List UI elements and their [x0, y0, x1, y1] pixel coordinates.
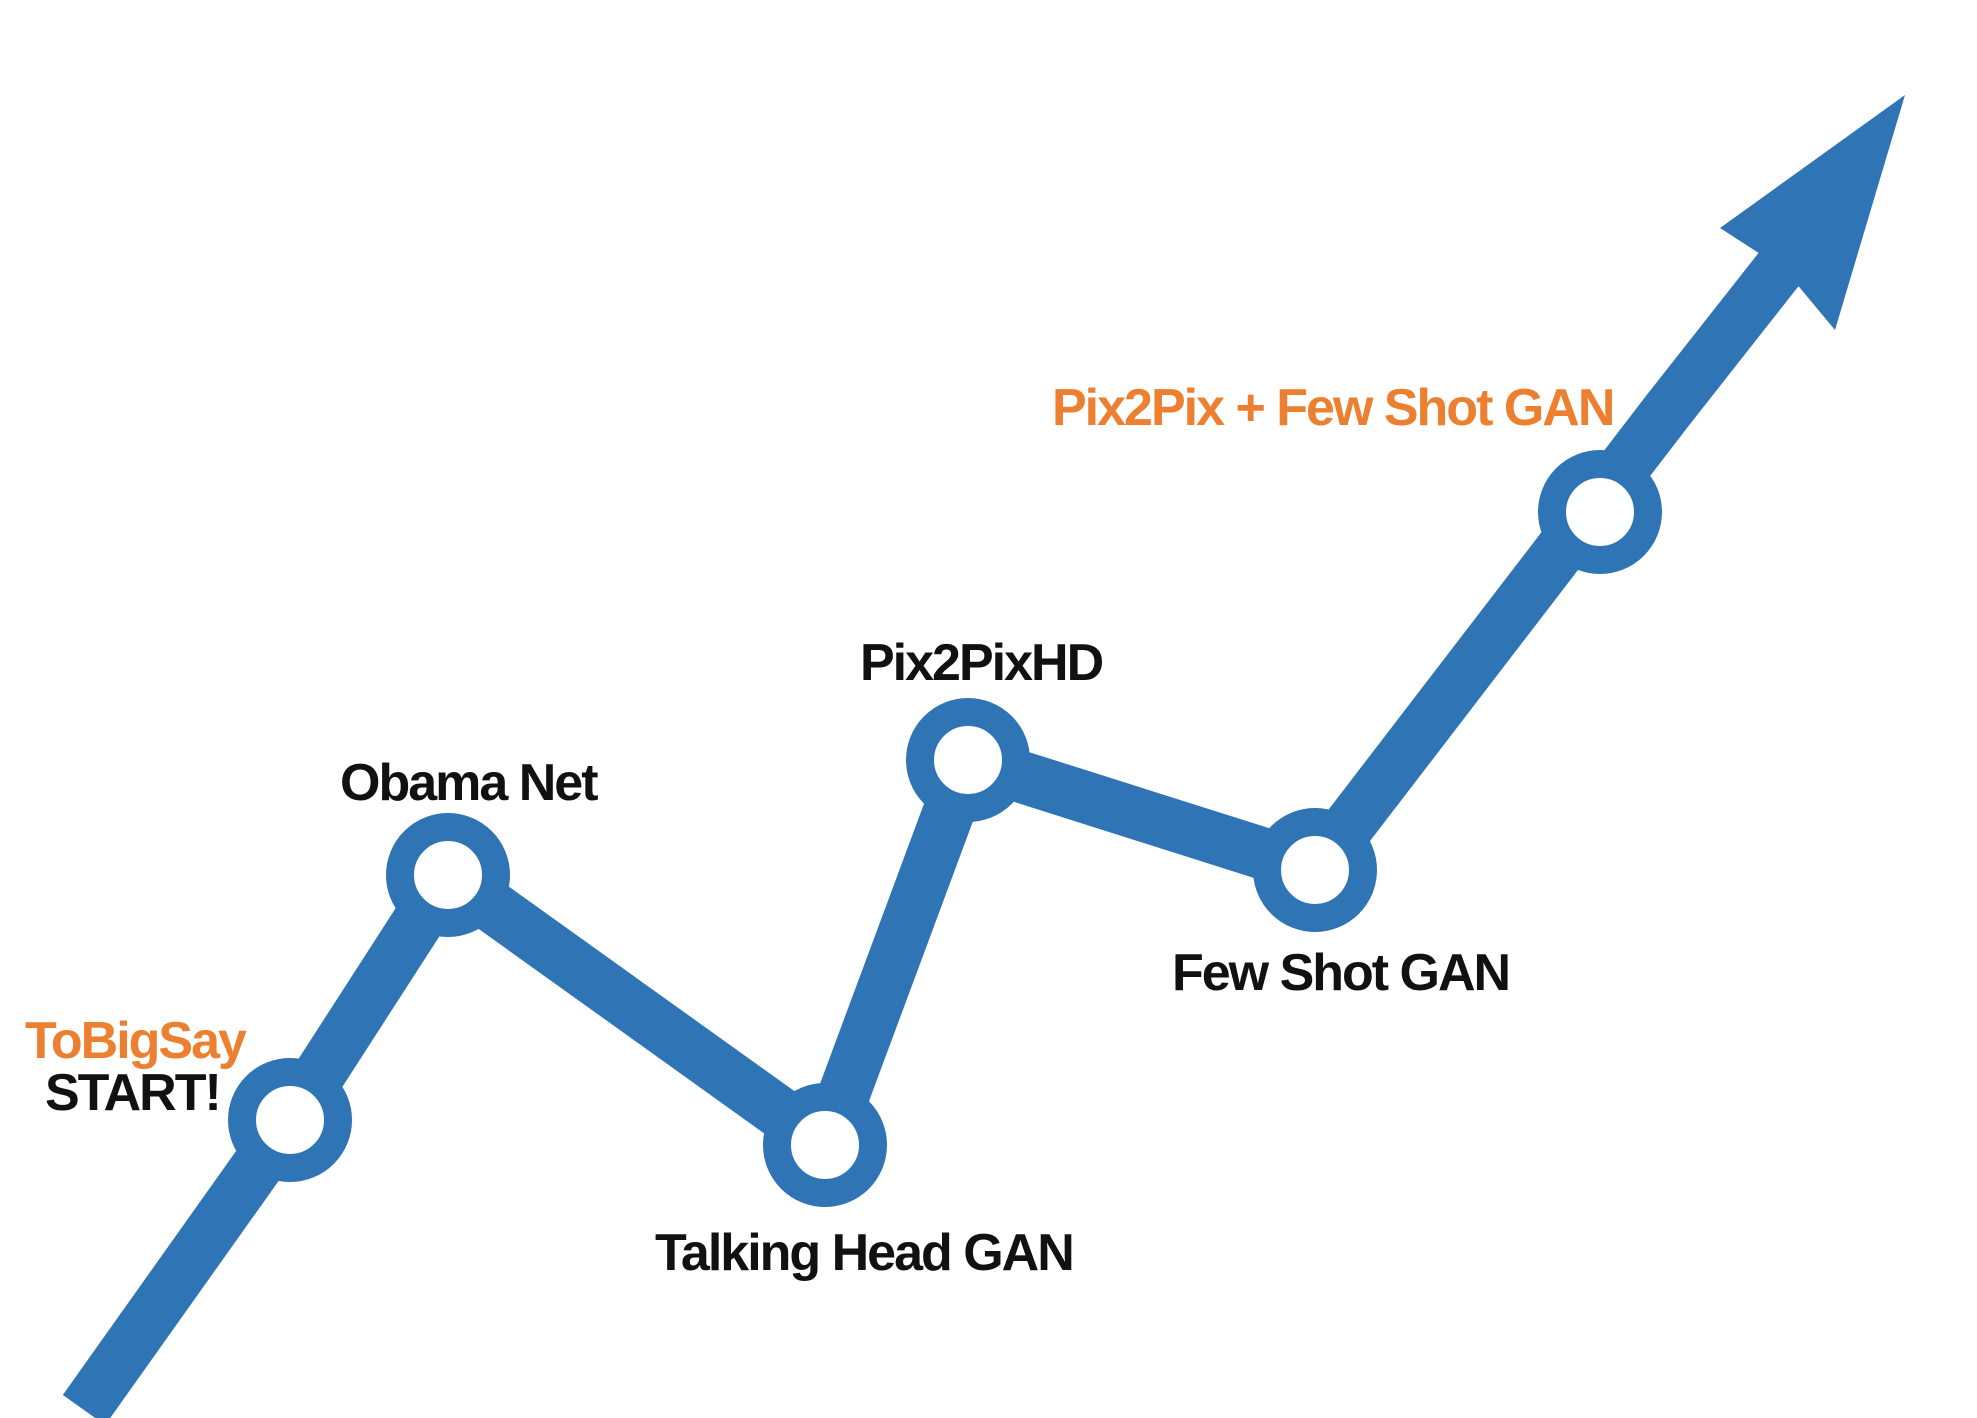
- milestone-node-pix2pixhd: [906, 698, 1030, 822]
- milestone-node-pix2pix-few-shot-gan: [1538, 450, 1662, 574]
- milestone-node-talking-head-gan: [763, 1083, 887, 1207]
- milestone-node-few-shot-gan: [1253, 808, 1377, 932]
- pix2pix-few-shot-gan-label: Pix2Pix + Few Shot GAN: [1052, 379, 1613, 437]
- brand-label: ToBigSay: [25, 1012, 247, 1070]
- few-shot-gan-label: Few Shot GAN: [1172, 944, 1509, 1002]
- milestone-labels: ToBigSay START! Obama Net Talking Head G…: [25, 379, 1615, 1282]
- arrow-up-right-icon: [1720, 95, 1905, 330]
- obama-net-label: Obama Net: [340, 754, 598, 812]
- milestone-node-obama-net: [386, 813, 510, 937]
- milestone-nodes: [228, 450, 1662, 1207]
- milestone-node-start: [228, 1058, 352, 1182]
- start-label: START!: [45, 1064, 220, 1122]
- talking-head-gan-label: Talking Head GAN: [655, 1224, 1073, 1282]
- pix2pixhd-label: Pix2PixHD: [860, 634, 1103, 692]
